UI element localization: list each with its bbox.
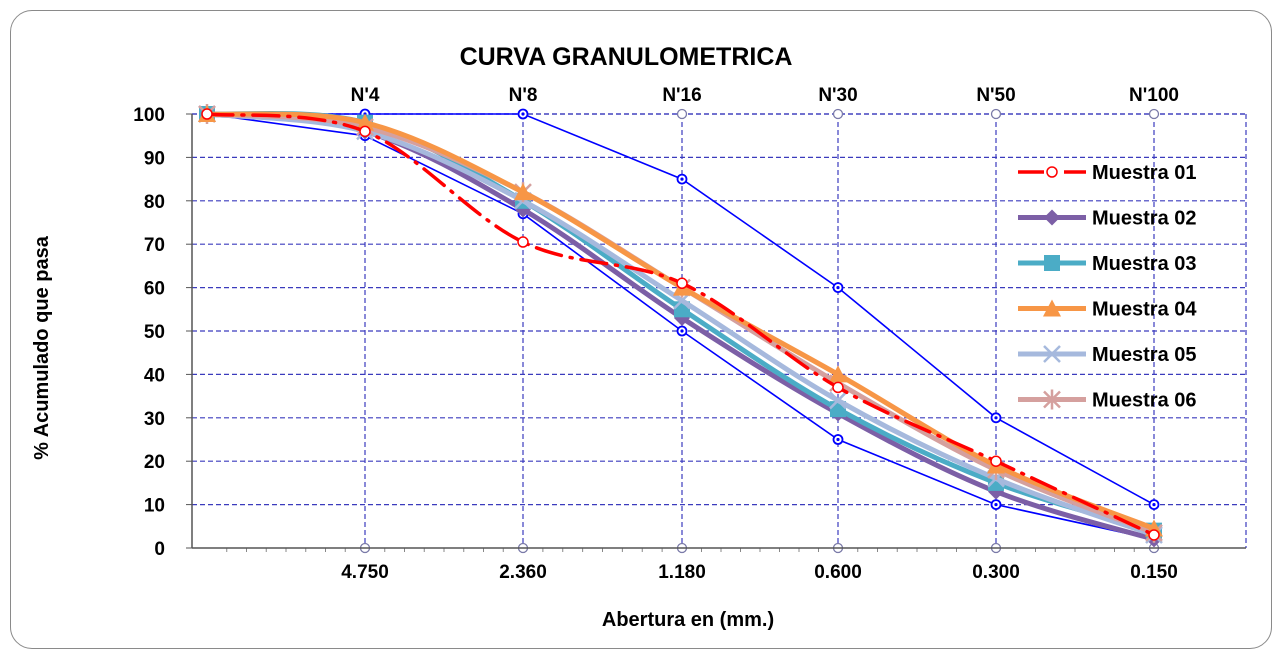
x-top-label: N'50 [976, 85, 1015, 106]
axes: 0 10 20 30 40 50 60 70 80 90 100 4.750 N'4 2.360 N'8 1.… [133, 85, 1246, 583]
x-tick-label: 1.180 [658, 562, 706, 583]
y-tick-label: 60 [144, 279, 165, 300]
x-tick-label: 4.750 [341, 562, 389, 583]
data-point [514, 183, 532, 201]
data-point [1044, 209, 1060, 226]
y-tick-label: 100 [133, 105, 165, 126]
data-point [517, 236, 529, 248]
axis-marker [832, 108, 844, 120]
x-tick-label: 2.360 [499, 562, 547, 583]
legend-label: Muestra 03 [1092, 253, 1197, 275]
y-tick-label: 90 [144, 148, 165, 169]
legend-label: Muestra 04 [1092, 299, 1197, 321]
axis-marker [676, 108, 688, 120]
x-tick-label: 0.150 [1130, 562, 1178, 583]
y-tick-label: 20 [144, 452, 165, 473]
x-top-label: N'16 [662, 85, 701, 106]
data-point [1044, 255, 1060, 271]
axis-marker [990, 108, 1002, 120]
y-tick-label: 30 [144, 409, 165, 430]
limit-curve-point-dot [836, 437, 840, 442]
data-point [832, 381, 844, 394]
y-tick-label: 0 [154, 539, 165, 560]
x-top-label: N'30 [818, 85, 857, 106]
data-point [201, 108, 213, 120]
legend-label: Muestra 01 [1092, 162, 1197, 184]
y-tick-label: 70 [144, 235, 165, 256]
y-tick-label: 40 [144, 365, 165, 386]
data-point [1043, 389, 1061, 410]
data-point [359, 125, 371, 138]
x-top-label: N'8 [509, 85, 538, 106]
data-point [1043, 345, 1061, 363]
limit-curve-point-dot [680, 329, 684, 333]
data-point [356, 113, 374, 131]
legend-label: Muestra 05 [1092, 344, 1197, 366]
legend-label: Muestra 06 [1092, 390, 1197, 412]
data-point [990, 455, 1002, 467]
limit-curve-point-dot [994, 416, 998, 420]
data-point [829, 391, 847, 410]
limit-curve-point-dot [1152, 503, 1156, 507]
limit-curve-point-dot [836, 286, 840, 290]
limit-curve-point-dot [521, 112, 525, 116]
data-point [1046, 166, 1058, 178]
y-axis-label: % Acumulado que pasa [31, 235, 53, 460]
y-tick-label: 10 [144, 496, 165, 517]
data-point [1043, 299, 1061, 317]
legend-label: Muestra 02 [1092, 208, 1197, 230]
x-tick-label: 0.300 [972, 562, 1020, 583]
limit-curve-point-dot [994, 503, 998, 507]
data-point [829, 365, 847, 383]
series-lines [198, 104, 1163, 548]
x-axis-label: Abertura en (mm.) [602, 609, 774, 631]
grid-lines [192, 113, 1247, 548]
y-tick-label: 50 [144, 322, 165, 343]
data-point [1148, 529, 1160, 541]
axis-marker [1148, 108, 1160, 120]
x-top-label: N'100 [1129, 85, 1179, 106]
x-top-label: N'4 [351, 85, 380, 106]
data-point [676, 277, 688, 290]
chart-title: CURVA GRANULOMETRICA [460, 43, 793, 71]
limit-curve-point-dot [680, 177, 684, 181]
y-tick-label: 80 [144, 192, 165, 213]
x-tick-label: 0.600 [814, 562, 862, 583]
legend: Muestra 01 Muestra 02 Muestra 03 Muestra 04… [1018, 162, 1197, 412]
